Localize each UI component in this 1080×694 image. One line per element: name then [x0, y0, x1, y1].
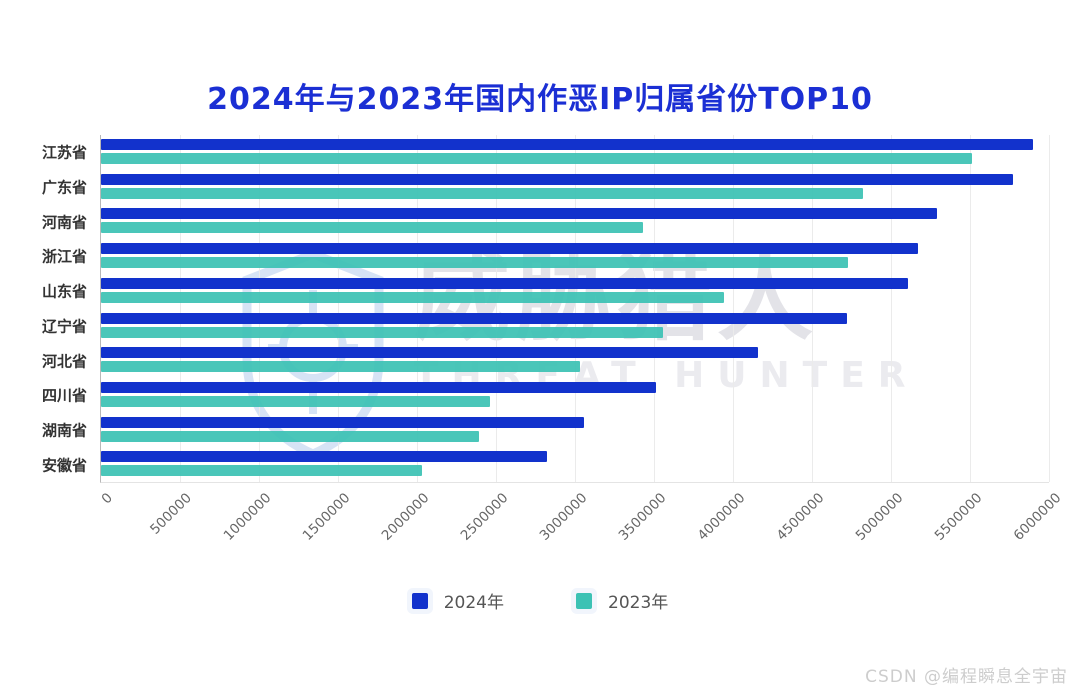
2023年-bar — [101, 291, 724, 303]
category-row-8: 四川省 — [42, 378, 1049, 413]
legend-item-2023[interactable]: 2023年 — [576, 588, 668, 613]
2023年-bar — [101, 326, 664, 338]
2024年-bar — [101, 312, 847, 324]
category-label: 河南省 — [41, 213, 87, 232]
category-label: 浙江省 — [41, 247, 87, 266]
category-label: 河北省 — [41, 352, 87, 371]
category-label: 广东省 — [41, 178, 87, 197]
2024年-bar — [101, 381, 656, 393]
2024年-bar — [101, 451, 547, 463]
x-axis-tick-label: 1000000 — [220, 490, 275, 544]
2024年-bar — [101, 277, 909, 289]
x-axis-tick-label: 0 — [98, 490, 117, 508]
2023年-bar — [101, 430, 479, 442]
gridline — [654, 135, 655, 482]
category-row-6: 辽宁省 — [42, 309, 1049, 344]
category-row-7: 河北省 — [42, 343, 1049, 378]
x-axis-tick-label: 5500000 — [931, 490, 986, 544]
x-axis-tick-label: 3500000 — [615, 490, 670, 544]
2023年-bar — [101, 361, 580, 373]
gridline — [732, 135, 734, 482]
category-label: 安徽省 — [41, 456, 87, 475]
2023年-bar — [101, 187, 863, 199]
category-label: 山东省 — [41, 282, 87, 301]
2023年-bar — [101, 222, 643, 234]
category-row-1: 江苏省 — [42, 135, 1049, 170]
plot-area: 0 500000 1000000 1500000 2000000 2500000 30000… — [42, 135, 1064, 544]
gridline — [812, 135, 813, 482]
2024年-bar — [101, 347, 759, 359]
category-row-5: 山东省 — [42, 274, 1049, 309]
2023年-bar — [101, 465, 422, 477]
x-axis-tick-label: 4000000 — [694, 490, 749, 544]
2023年-bar — [101, 395, 490, 407]
legend-swatch-2024-icon — [411, 592, 428, 609]
gridline — [575, 135, 576, 482]
legend-swatch-2023-icon — [576, 592, 592, 609]
gridline — [496, 135, 497, 482]
x-axis-tick-label: 3000000 — [536, 490, 591, 544]
gridline — [891, 135, 892, 482]
x-axis-tick-label: 500000 — [147, 490, 196, 538]
category-row-10: 安徽省 — [42, 447, 1049, 482]
x-axis-tick-label: 5000000 — [852, 490, 907, 544]
category-row-9: 湖南省 — [42, 413, 1049, 448]
2023年-bar — [101, 153, 972, 164]
category-row-3: 河南省 — [42, 204, 1049, 239]
category-row-2: 广东省 — [42, 170, 1049, 205]
category-label: 湖南省 — [41, 421, 87, 440]
legend: 2024年 2023年 — [0, 588, 1080, 613]
chart-title: 2024年与2023年国内作恶IP归属省份TOP10 — [207, 82, 873, 117]
bar-rows: 江苏省广东省河南省浙江省山东省辽宁省河北省四川省湖南省安徽省 — [42, 135, 1049, 482]
legend-label-2024: 2024年 — [443, 593, 504, 613]
x-axis-tick-label: 1500000 — [299, 490, 354, 544]
x-axis-tick-label: 2500000 — [457, 490, 512, 544]
2024年-bar — [101, 173, 1013, 185]
2024年-bar — [101, 208, 937, 220]
gridline — [179, 135, 181, 482]
legend-item-2024[interactable]: 2024年 — [411, 588, 504, 613]
gridline — [970, 135, 971, 482]
2023年-bar — [101, 257, 849, 269]
2024年-bar — [101, 139, 1034, 150]
x-axis-tick-label: 6000000 — [1010, 490, 1065, 544]
legend-label-2023: 2023年 — [608, 593, 669, 613]
gridline — [1049, 135, 1050, 482]
category-label: 四川省 — [41, 386, 87, 405]
x-axis-tick-label: 2000000 — [378, 490, 433, 544]
category-label: 江苏省 — [41, 143, 87, 162]
gridline — [416, 135, 418, 482]
csdn-credit: CSDN @编程瞬息全宇宙 — [865, 667, 1068, 687]
x-axis-tick-label: 4500000 — [773, 490, 828, 544]
category-row-4: 浙江省 — [42, 239, 1049, 274]
category-label: 辽宁省 — [41, 317, 87, 336]
2024年-bar — [101, 243, 918, 255]
2024年-bar — [101, 416, 585, 428]
